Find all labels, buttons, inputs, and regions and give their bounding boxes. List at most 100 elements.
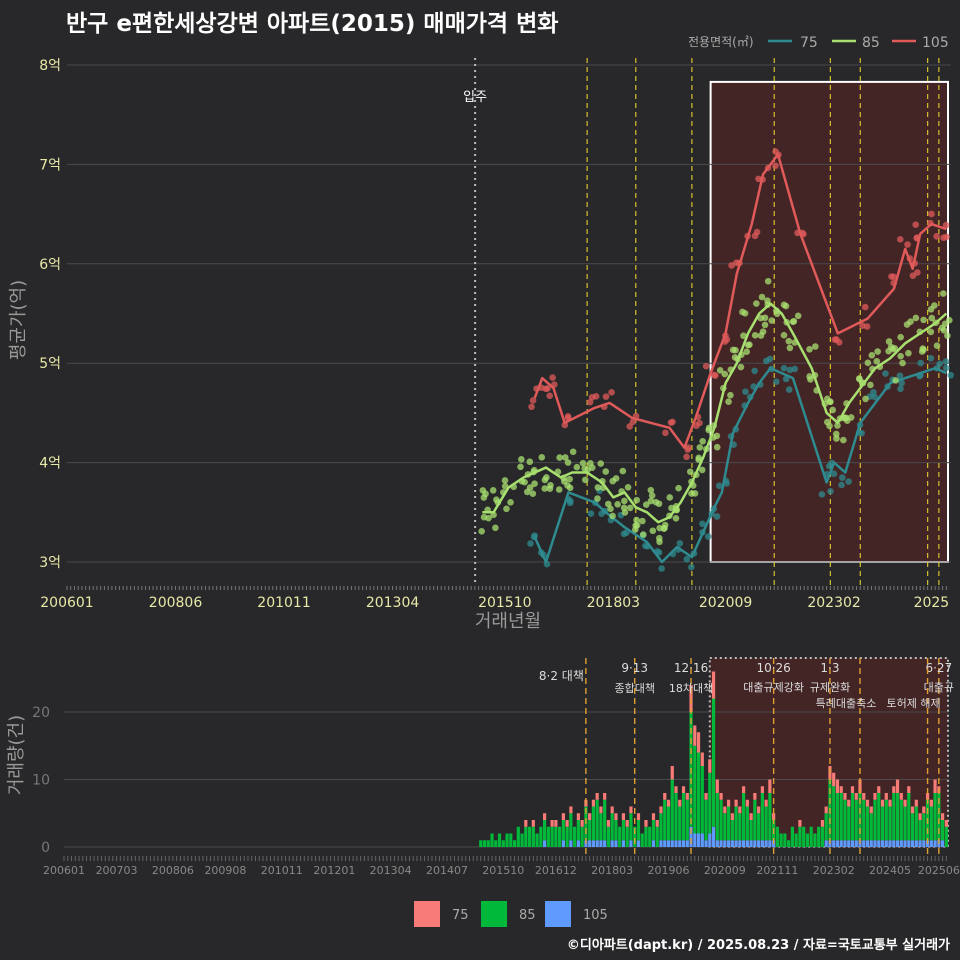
scatter-point (704, 533, 712, 540)
volume-bar-75 (741, 786, 746, 793)
scatter-point (941, 320, 949, 328)
volume-bar-85 (753, 799, 757, 841)
volume-bar-105 (663, 840, 667, 847)
scatter-point (619, 467, 627, 475)
volume-bar-85 (884, 799, 888, 841)
volume-bar-75 (666, 799, 671, 807)
volume-bar-75 (869, 806, 873, 814)
scatter-point (485, 514, 492, 522)
volume-bar-75 (711, 671, 716, 699)
x-tick-label: 200806 (152, 864, 194, 877)
scatter-point (933, 232, 940, 240)
scatter-point (626, 423, 633, 430)
policy-desc: 18차대책 (669, 682, 713, 695)
scatter-point (729, 346, 737, 354)
volume-bar-85 (929, 806, 933, 841)
volume-bar-75 (884, 793, 888, 800)
scatter-point (699, 437, 706, 445)
volume-bar-75 (854, 793, 858, 800)
volume-bar-85 (580, 826, 584, 847)
volume-bar-105 (847, 840, 851, 847)
volume-bar-105 (888, 840, 892, 847)
scatter-point (885, 338, 893, 345)
volume-bar-85 (479, 840, 483, 847)
volume-bar-85 (847, 806, 851, 841)
scatter-point (639, 531, 647, 538)
volume-bar-75 (704, 793, 708, 800)
volume-bar-85 (576, 820, 580, 841)
scatter-point (579, 459, 587, 467)
scatter-point (702, 362, 710, 370)
scatter-point (824, 418, 831, 426)
scatter-point (647, 497, 655, 505)
x-tick-label: 200908 (204, 864, 246, 877)
scatter-point (897, 352, 904, 360)
scatter-point (642, 501, 650, 508)
volume-bar-75 (749, 813, 753, 820)
volume-bar-75 (933, 779, 937, 793)
volume-bar-75 (858, 779, 862, 793)
volume-bar-75 (670, 766, 674, 780)
scatter-point (592, 393, 600, 400)
x-tick-label: 201510 (478, 595, 531, 611)
y-tick-label: 0 (41, 840, 50, 856)
volume-bar-75 (636, 813, 641, 820)
volume-bar-85 (490, 833, 494, 847)
volume-bar-85 (693, 745, 697, 834)
scatter-point (927, 328, 935, 336)
volume-bar-85 (711, 698, 716, 827)
volume-bar-75 (730, 813, 734, 820)
scatter-point (740, 332, 747, 340)
volume-bar-105 (835, 840, 840, 847)
volume-bar-75 (565, 820, 569, 827)
policy-date: 10·26 (756, 661, 790, 675)
volume-bar-85 (516, 826, 520, 847)
scatter-point (691, 490, 699, 497)
volume-bar-85 (700, 766, 704, 834)
volume-bar-105 (603, 840, 607, 847)
scatter-point (566, 475, 573, 483)
volume-bar-85 (757, 813, 761, 841)
volume-bar-85 (832, 786, 836, 841)
x-tick-label: 201612 (535, 864, 577, 877)
volume-bar-85 (636, 820, 641, 841)
scatter-point (503, 505, 510, 513)
y-tick-label: 8억 (39, 58, 61, 74)
volume-bar-105 (685, 840, 689, 847)
volume-bar-75 (554, 820, 558, 827)
volume-bar-85 (565, 826, 569, 847)
scatter-point (746, 341, 753, 348)
scatter-point (909, 272, 917, 279)
volume-bar-85 (663, 799, 667, 841)
policy-desc: 특례대출축소 (816, 697, 877, 710)
volume-bar-85 (775, 826, 779, 847)
volume-bar-75 (839, 786, 843, 793)
move-in-label: 입주 (463, 90, 487, 105)
volume-bar-75 (696, 732, 701, 753)
scatter-point (830, 470, 838, 478)
y-tick-label: 7억 (39, 157, 61, 173)
scatter-point (698, 466, 706, 474)
volume-bar-75 (685, 793, 689, 800)
volume-bar-75 (588, 813, 592, 820)
policy-desc: 대출규 (924, 681, 954, 694)
volume-bar-75 (798, 820, 802, 827)
volume-bar-85 (835, 793, 840, 841)
volume-bar-85 (573, 826, 577, 847)
volume-bar-105 (734, 840, 738, 847)
volume-bar-75 (892, 786, 896, 793)
volume-bar-85 (708, 772, 712, 834)
volume-bar-85 (802, 826, 806, 847)
y-axis-title: 평균가(억) (8, 280, 29, 360)
volume-bar-85 (651, 820, 656, 841)
volume-bar-105 (621, 840, 626, 847)
scatter-point (567, 497, 574, 505)
volume-bar-85 (824, 813, 828, 841)
volume-bar-105 (768, 840, 772, 847)
scatter-point (761, 314, 769, 322)
x-axis-title: 거래년월 (475, 611, 541, 632)
scatter-point (780, 364, 788, 372)
x-tick-label: 202302 (807, 595, 860, 611)
volume-bar-105 (839, 840, 843, 847)
volume-bar-105 (753, 840, 757, 847)
